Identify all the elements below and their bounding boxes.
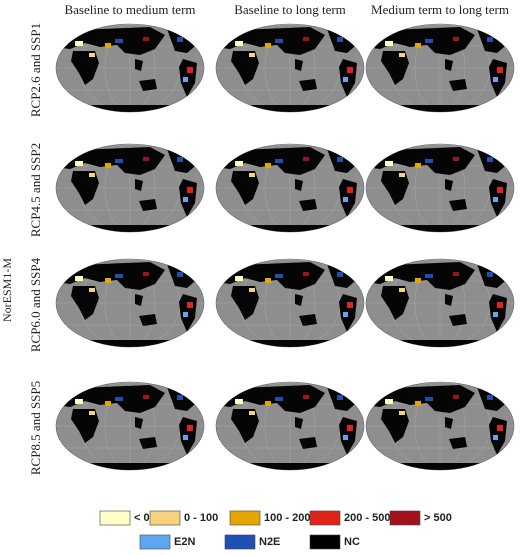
legend-label: 100 - 200 [264, 512, 310, 524]
map [215, 143, 365, 233]
legend-swatch [229, 510, 261, 526]
map [215, 258, 365, 348]
column-header: Medium term to long term [371, 2, 509, 17]
legend-swatch [309, 510, 341, 526]
map [215, 23, 365, 113]
legend-label: < 0 [134, 512, 150, 524]
legend-swatch [149, 510, 181, 526]
map [365, 23, 515, 113]
legend-label: N2E [259, 536, 280, 548]
legend-swatch [139, 534, 171, 550]
legend-swatch [309, 534, 341, 550]
map [215, 381, 365, 471]
column-header: Baseline to medium term [64, 2, 195, 17]
legend-swatch [389, 510, 421, 526]
row-label: RCP4.5 and SSP2 [28, 143, 43, 237]
column-header: Baseline to long term [234, 2, 346, 17]
legend-label: 200 - 500 [344, 512, 390, 524]
model-label: NorESM1-M [0, 258, 14, 322]
legend-label: NC [344, 536, 360, 548]
row-label: RCP8.5 and SSP5 [28, 381, 43, 475]
map [55, 381, 205, 471]
map [55, 23, 205, 113]
legend-swatch [224, 534, 256, 550]
legend-label: 0 - 100 [184, 512, 218, 524]
row-label: RCP2.6 and SSP1 [28, 23, 43, 117]
map [55, 258, 205, 348]
legend-label: > 500 [424, 512, 452, 524]
legend-label: E2N [174, 536, 195, 548]
legend-swatch [99, 510, 131, 526]
map [55, 143, 205, 233]
map [365, 258, 515, 348]
row-label: RCP6.0 and SSP4 [28, 257, 43, 352]
map [365, 143, 515, 233]
map [365, 381, 515, 471]
